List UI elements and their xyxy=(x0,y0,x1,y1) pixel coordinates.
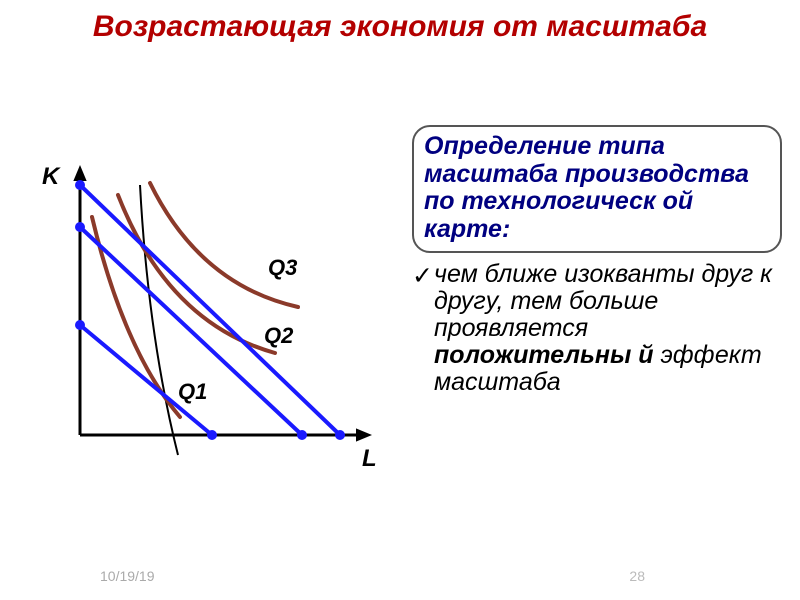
curve-label-q2: Q2 xyxy=(264,323,293,349)
axis-label-k: K xyxy=(42,163,59,191)
page-number: 28 xyxy=(629,568,645,584)
content-area: K L Q1 Q2 Q3 Определение типа масштаба п… xyxy=(0,125,800,595)
right-column: Определение типа масштаба производства п… xyxy=(412,125,782,396)
slide: Возрастающая экономия от масштаба K L Q1… xyxy=(0,10,800,600)
axis-label-l: L xyxy=(362,445,377,473)
footer-date: 10/19/19 xyxy=(100,568,155,584)
bullet-text-bold: положительны й xyxy=(434,341,654,369)
curve-label-q3: Q3 xyxy=(268,255,297,281)
slide-title: Возрастающая экономия от масштаба xyxy=(0,10,800,45)
definition-box: Определение типа масштаба производства п… xyxy=(412,125,782,253)
chart-svg xyxy=(40,155,380,485)
curve-label-q1: Q1 xyxy=(178,379,207,405)
bullet-text-plain: чем ближе изокванты друг к другу, тем бо… xyxy=(434,260,772,342)
check-icon: ✓ xyxy=(412,263,433,290)
bullet-item: ✓ чем ближе изокванты друг к другу, тем … xyxy=(412,261,782,396)
chart: K L Q1 Q2 Q3 xyxy=(40,155,400,495)
